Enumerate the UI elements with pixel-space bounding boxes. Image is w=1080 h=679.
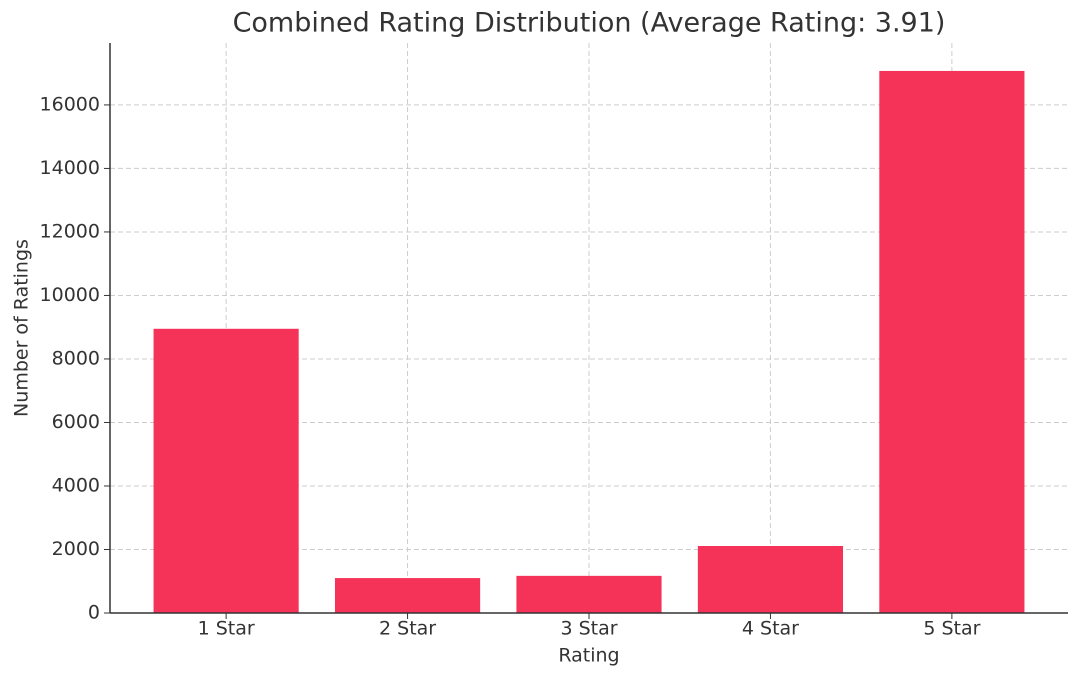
chart-title: Combined Rating Distribution (Average Ra… [233,8,946,39]
y-tick-label: 8000 [52,347,100,369]
x-tick-label: 5 Star [923,618,980,640]
y-tick-label: 14000 [40,157,100,179]
x-tick-label: 1 Star [198,618,255,640]
bar [879,70,1025,614]
y-tick-label: 16000 [40,93,100,115]
y-tick-label: 4000 [52,474,100,496]
bar [697,545,844,613]
x-tick-label: 4 Star [742,618,799,640]
y-tick-label: 10000 [40,284,100,306]
x-tick-label: 3 Star [560,618,617,640]
bar [334,578,481,613]
bar [516,575,662,613]
y-tick-label: 0 [88,602,100,624]
x-axis-label: Rating [558,645,619,667]
y-tick-label: 2000 [52,538,100,560]
x-tick-label: 2 Star [379,618,436,640]
y-tick-label: 12000 [40,220,100,242]
y-tick-label: 6000 [52,411,100,433]
y-axis-label: Number of Ratings [11,239,33,417]
bar [153,328,299,613]
